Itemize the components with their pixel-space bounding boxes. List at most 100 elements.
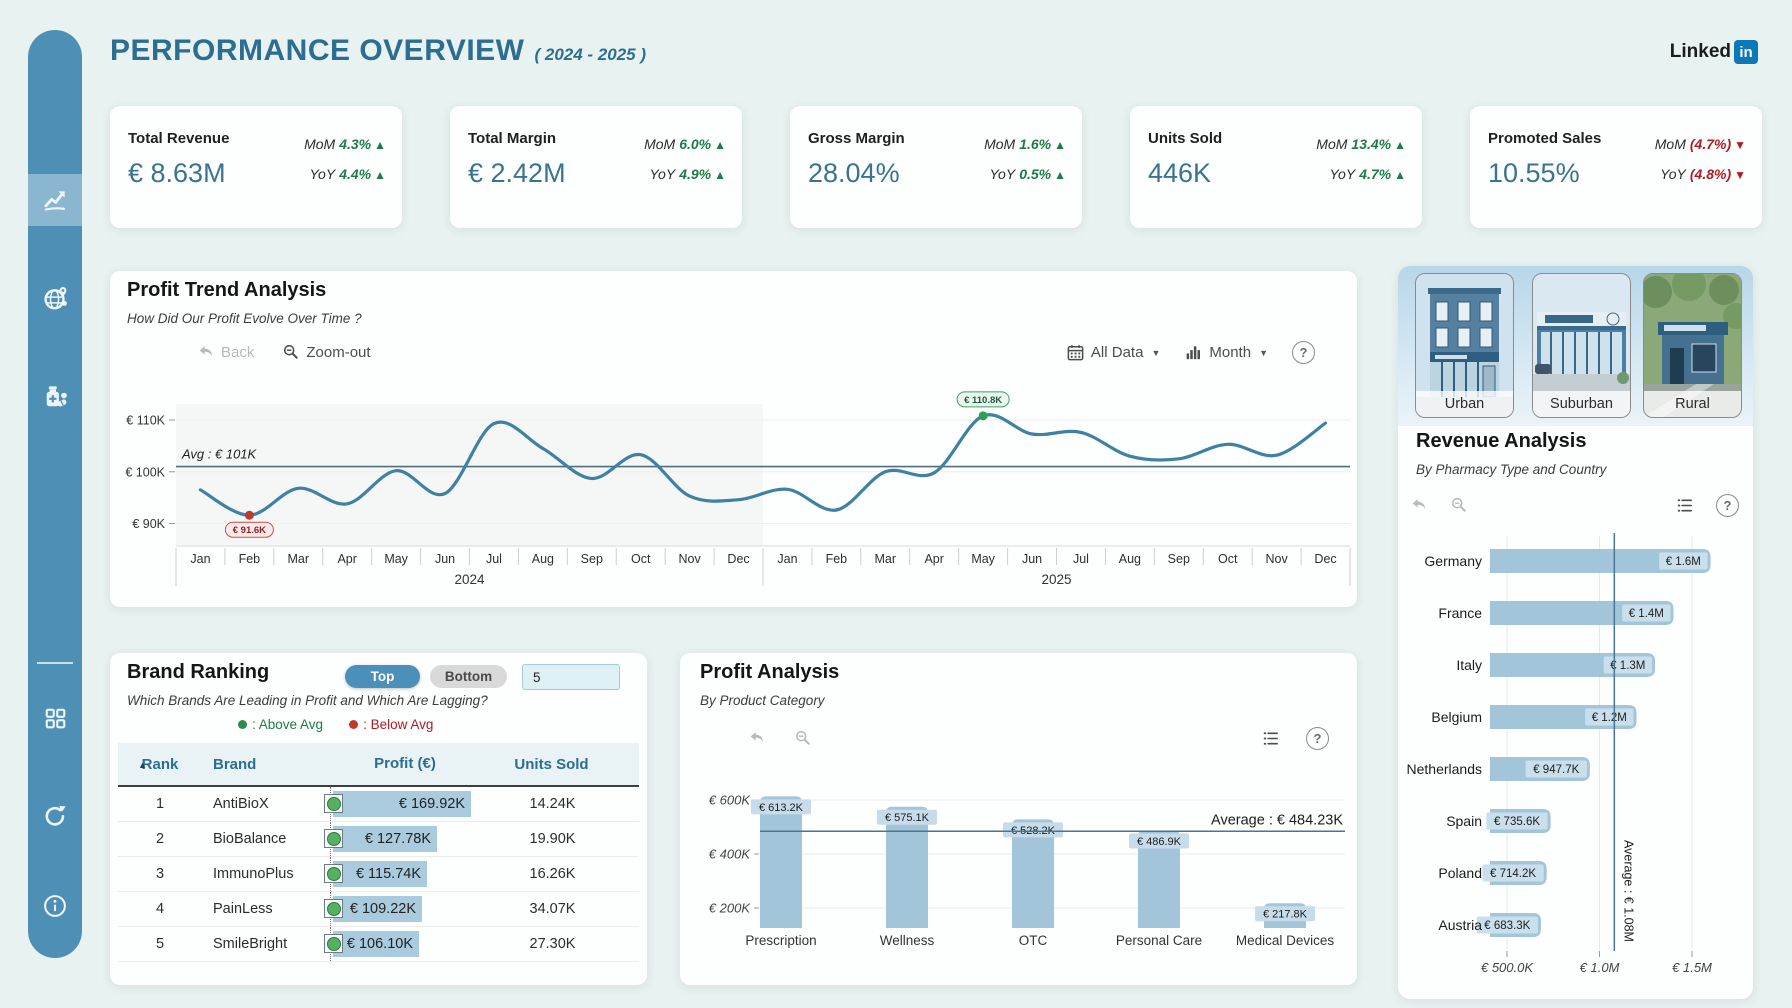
undo-icon	[748, 729, 766, 747]
back-button[interactable]	[1410, 496, 1428, 514]
table-row[interactable]: 3 ImmunoPlus € 115.74K 16.26K	[118, 857, 639, 892]
svg-text:Apr: Apr	[924, 552, 943, 566]
zoom-out-button[interactable]	[1450, 496, 1468, 514]
rank-cell: 5	[155, 936, 165, 952]
brand-cell: ImmunoPlus	[213, 866, 294, 882]
svg-text:Belgium: Belgium	[1431, 709, 1482, 725]
table-row[interactable]: 2 BioBalance € 127.78K 19.90K	[118, 822, 639, 857]
linkedin-badge-icon: in	[1734, 40, 1758, 64]
back-button[interactable]: Back	[197, 343, 254, 361]
status-box	[324, 794, 343, 813]
sidebar-item-performance[interactable]	[28, 174, 82, 226]
list-icon	[1261, 729, 1280, 748]
page-header: PERFORMANCE OVERVIEW ( 2024 - 2025 )	[110, 34, 646, 68]
sidebar-item-pharmacy[interactable]	[28, 370, 82, 422]
status-box	[324, 934, 343, 953]
sidebar-item-refresh[interactable]	[28, 790, 82, 842]
bottom-toggle-button[interactable]: Bottom	[430, 665, 507, 688]
svg-text:Jun: Jun	[435, 552, 455, 566]
help-button[interactable]: ?	[1292, 341, 1315, 364]
profit-value: € 169.92K	[398, 796, 465, 812]
svg-text:€ 528.2K: € 528.2K	[1011, 825, 1056, 837]
brand-cell: SmileBright	[213, 936, 288, 952]
table-row[interactable]: 1 AntiBioX € 169.92K 14.24K	[118, 787, 639, 822]
help-button[interactable]: ?	[1716, 494, 1739, 517]
units-cell: 19.90K	[529, 831, 576, 847]
above-avg-dot-icon	[326, 796, 341, 811]
tile-label: Rural	[1644, 391, 1741, 417]
kpi-card-units-sold[interactable]: Units Sold 446K MoM 13.4% ▲ YoY 4.7% ▲	[1130, 106, 1422, 228]
date-filter-dropdown[interactable]: All Data ▼	[1066, 343, 1160, 362]
zoom-out-icon	[794, 729, 812, 747]
svg-text:Average : € 1.08M: Average : € 1.08M	[1621, 840, 1635, 942]
profit-cell: € 169.92K	[324, 787, 481, 821]
kpi-trend-line: YoY 4.7% ▲	[1316, 160, 1406, 190]
kpi-card-total-margin[interactable]: Total Margin € 2.42M MoM 6.0% ▲ YoY 4.9% ▲	[450, 106, 742, 228]
trend-label: MoM	[984, 136, 1016, 152]
pharmacy-type-strip: Urban	[1398, 266, 1753, 426]
profit-trend-chart[interactable]: € 90K € 100K € 110K Jan Feb Mar Apr May Jun Jul Au…	[110, 271, 1357, 607]
list-options-button[interactable]	[1675, 496, 1694, 515]
sidebar-item-info[interactable]	[28, 880, 82, 932]
up-arrow-icon: ▲	[1394, 138, 1406, 152]
svg-text:€ 1.4M: € 1.4M	[1629, 608, 1664, 620]
svg-text:Personal Care: Personal Care	[1116, 933, 1202, 948]
globe-icon	[42, 285, 69, 312]
sidebar-item-apps[interactable]	[28, 692, 82, 744]
svg-text:€ 575.1K: € 575.1K	[885, 812, 930, 824]
tile-urban[interactable]: Urban	[1415, 273, 1514, 418]
sort-asc-icon: ▲	[138, 759, 147, 770]
kpi-label: Units Sold	[1148, 130, 1223, 147]
up-arrow-icon: ▲	[374, 138, 386, 152]
kpi-trend-line: YoY 4.9% ▲	[644, 160, 726, 190]
page-period: ( 2024 - 2025 )	[534, 45, 647, 64]
svg-text:Prescription: Prescription	[745, 933, 816, 948]
svg-text:€ 110.8K: € 110.8K	[964, 395, 1002, 406]
tile-suburban[interactable]: Suburban	[1532, 273, 1631, 418]
tile-rural[interactable]: Rural	[1643, 273, 1742, 418]
sidebar-divider	[37, 662, 73, 664]
brand-cell: AntiBioX	[213, 796, 269, 812]
svg-text:Sep: Sep	[581, 552, 603, 566]
zoom-out-button[interactable]: Zoom-out	[282, 343, 371, 361]
kpi-trend-block: MoM 13.4% ▲ YoY 4.7% ▲	[1316, 130, 1406, 190]
kpi-trend-line: MoM 1.6% ▲	[984, 130, 1066, 160]
column-header-profit[interactable]: Profit (€)	[374, 755, 436, 772]
svg-text:€ 600K: € 600K	[709, 793, 752, 808]
kpi-card-total-revenue[interactable]: Total Revenue € 8.63M MoM 4.3% ▲ YoY 4.4% ▲	[110, 106, 402, 228]
table-row[interactable]: 5 SmileBright € 106.10K 27.30K	[118, 927, 639, 962]
column-header-rank[interactable]: Rank ▲	[138, 755, 179, 773]
svg-text:Oct: Oct	[1218, 552, 1238, 566]
granularity-dropdown[interactable]: Month ▼	[1184, 343, 1268, 362]
trend-label: YoY	[1329, 166, 1356, 182]
list-options-button[interactable]	[1261, 729, 1280, 748]
profit-trend-title: Profit Trend Analysis	[127, 279, 327, 301]
rank-cell: 3	[155, 866, 165, 882]
trend-label: MoM	[1316, 136, 1348, 152]
rank-cell: 4	[155, 901, 165, 917]
kpi-card-gross-margin[interactable]: Gross Margin 28.04% MoM 1.6% ▲ YoY 0.5% ▲	[790, 106, 1082, 228]
profit-analysis-title: Profit Analysis	[700, 661, 840, 683]
kpi-card-promoted-sales[interactable]: Promoted Sales 10.55% MoM (4.7%) ▼ YoY (4.8%) ▼	[1470, 106, 1762, 228]
zoom-out-button[interactable]	[794, 729, 812, 747]
trend-value: 6.0%	[679, 136, 712, 152]
svg-text:Nov: Nov	[1266, 552, 1289, 566]
top-n-input[interactable]	[522, 664, 620, 690]
revenue-analysis-chart[interactable]: € 500.0K € 1.0M € 1.5M € 1.6M Germany € 1.4M F…	[1398, 531, 1753, 981]
column-header-units[interactable]: Units Sold	[514, 755, 589, 773]
table-row[interactable]: 4 PainLess € 109.22K 34.07K	[118, 892, 639, 927]
svg-text:€ 1.3M: € 1.3M	[1610, 660, 1645, 672]
sidebar-item-geography[interactable]	[28, 272, 82, 324]
kpi-label: Gross Margin	[808, 130, 905, 147]
profit-bar	[333, 826, 437, 852]
back-button[interactable]	[748, 729, 766, 747]
svg-text:Feb: Feb	[826, 552, 848, 566]
help-button[interactable]: ?	[1306, 727, 1329, 750]
profit-bar	[333, 896, 422, 922]
column-header-brand[interactable]: Brand	[213, 755, 257, 773]
date-filter-label: All Data	[1090, 344, 1144, 361]
top-toggle-button[interactable]: Top	[345, 665, 420, 688]
kpi-label: Promoted Sales	[1488, 130, 1602, 147]
kpi-trend-block: MoM (4.7%) ▼ YoY (4.8%) ▼	[1655, 130, 1746, 190]
linkedin-logo[interactable]: Linked in	[1670, 40, 1758, 64]
